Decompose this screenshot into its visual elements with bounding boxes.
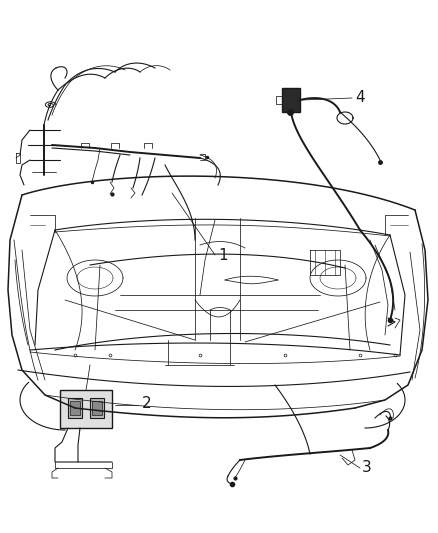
- FancyBboxPatch shape: [70, 401, 80, 415]
- FancyBboxPatch shape: [282, 88, 300, 112]
- FancyBboxPatch shape: [90, 398, 104, 418]
- Text: 4: 4: [355, 91, 364, 106]
- FancyBboxPatch shape: [60, 390, 112, 428]
- Text: 2: 2: [142, 397, 152, 411]
- Text: 1: 1: [218, 247, 228, 262]
- FancyBboxPatch shape: [92, 401, 102, 415]
- FancyBboxPatch shape: [68, 398, 82, 418]
- Text: 3: 3: [362, 461, 372, 475]
